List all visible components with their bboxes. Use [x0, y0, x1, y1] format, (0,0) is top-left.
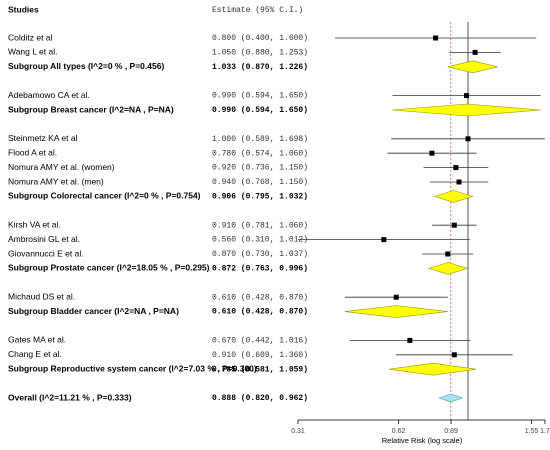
estimate-box: [393, 294, 399, 300]
row-label: Subgroup Prostate cancer (I^2=18.05 % , …: [8, 263, 210, 273]
row-label: Ambrosini GL et al.: [8, 234, 80, 244]
estimate-label: 0.785 (0.581, 1.059): [212, 365, 308, 374]
row-label: Colditz et al: [8, 32, 53, 42]
estimate-label: 0.920 (0.736, 1.150): [212, 164, 308, 173]
estimate-label: 0.800 (0.400, 1.600): [212, 34, 308, 43]
row-label: Overall (I^2=11.21 % , P=0.333): [8, 392, 132, 402]
estimate-box: [445, 251, 451, 257]
x-axis-label: Relative Risk (log scale): [382, 436, 463, 445]
estimate-label: 0.560 (0.310, 1.012): [212, 236, 308, 245]
column-header: Estimate (95% C.I.): [212, 6, 303, 15]
estimate-label: 0.888 (0.820, 0.962): [212, 394, 308, 403]
estimate-box: [472, 49, 478, 55]
estimate-box: [433, 35, 439, 41]
estimate-label: 0.910 (0.781, 1.060): [212, 221, 308, 230]
estimate-label: 0.910 (0.609, 1.360): [212, 351, 308, 360]
estimate-label: 0.780 (0.574, 1.060): [212, 149, 308, 158]
x-tick-label: 0.89: [444, 428, 458, 435]
estimate-box: [456, 179, 462, 185]
row-label: Giovannucci E et al.: [8, 248, 84, 258]
estimate-label: 0.872 (0.763, 0.996): [212, 265, 308, 274]
row-label: Gates MA et al.: [8, 335, 66, 345]
row-label: Adebamowo CA et al.: [8, 90, 90, 100]
row-label: Michaud DS et al.: [8, 291, 75, 301]
estimate-box: [451, 352, 457, 358]
estimate-label: 0.610 (0.428, 0.870): [212, 308, 308, 317]
row-label: Steinmetz KA et al: [8, 133, 78, 143]
estimate-box: [453, 165, 459, 171]
row-label: Chang E et al.: [8, 349, 62, 359]
estimate-box: [451, 222, 457, 228]
row-label: Kirsh VA et al.: [8, 219, 61, 229]
estimate-label: 1.050 (0.880, 1.253): [212, 49, 308, 58]
subgroup-diamond: [389, 362, 477, 376]
estimate-label: 0.670 (0.442, 1.016): [212, 337, 308, 346]
estimate-box: [407, 337, 413, 343]
estimate-box: [465, 136, 471, 142]
subgroup-diamond: [392, 103, 541, 117]
column-header: Studies: [8, 4, 39, 14]
row-label: Nomura AMY et al. (men): [8, 176, 104, 186]
row-label: Flood A et al.: [8, 147, 57, 157]
x-tick-label: 0.62: [392, 428, 406, 435]
x-tick-label: 1.55: [525, 428, 539, 435]
estimate-label: 0.990 (0.594, 1.650): [212, 92, 308, 101]
subgroup-diamond: [433, 190, 474, 203]
estimate-box: [429, 150, 435, 156]
estimate-label: 0.870 (0.730, 1.037): [212, 250, 308, 259]
row-label: Subgroup Breast cancer (I^2=NA , P=NA): [8, 104, 174, 114]
estimate-label: 0.940 (0.768, 1.150): [212, 178, 308, 187]
row-label: Nomura AMY et al. (women): [8, 162, 115, 172]
estimate-label: 1.033 (0.870, 1.226): [212, 63, 308, 72]
subgroup-diamond: [344, 305, 448, 318]
estimate-label: 0.990 (0.594, 1.650): [212, 106, 308, 115]
estimate-label: 1.000 (0.589, 1.698): [212, 135, 308, 144]
estimate-label: 0.610 (0.428, 0.870): [212, 293, 308, 302]
x-tick-label: 1.7: [540, 428, 550, 435]
x-tick-label: 0.31: [291, 428, 305, 435]
subgroup-diamond: [427, 262, 469, 275]
estimate-box: [464, 93, 470, 99]
estimate-label: 0.906 (0.795, 1.032): [212, 193, 308, 202]
row-label: Subgroup Bladder cancer (I^2=NA , P=NA): [8, 306, 179, 316]
estimate-box: [381, 237, 387, 243]
row-label: Subgroup Colorectal cancer (I^2=0 % , P=…: [8, 191, 201, 201]
subgroup-diamond: [447, 60, 498, 74]
row-label: Subgroup Reproductive system cancer (I^2…: [8, 363, 257, 373]
overall-diamond: [438, 393, 464, 403]
row-label: Wang L et al.: [8, 47, 57, 57]
row-label: Subgroup All types (I^2=0 % , P=0.456): [8, 61, 164, 71]
